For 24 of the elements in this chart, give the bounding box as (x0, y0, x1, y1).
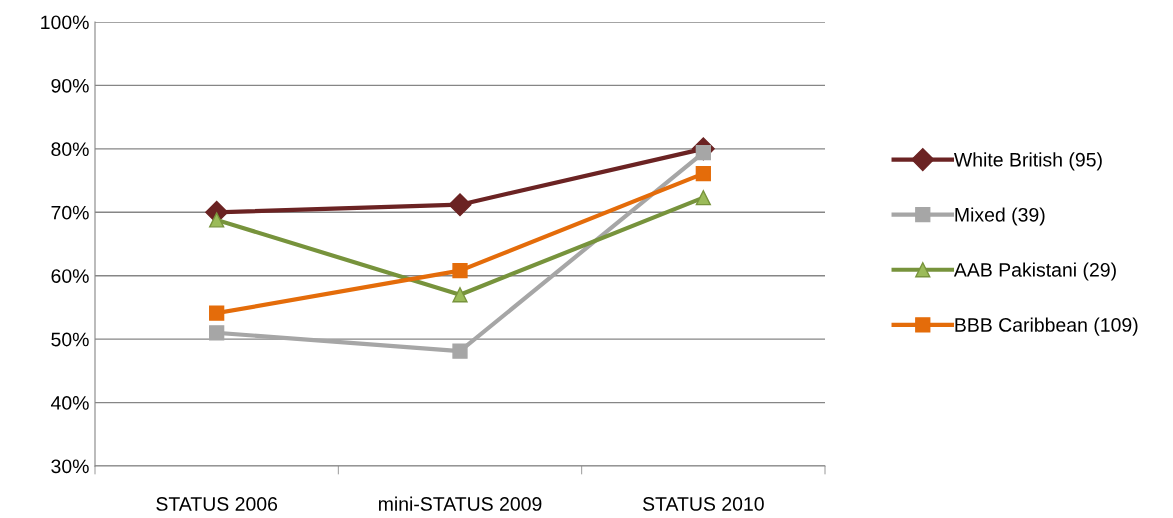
legend-label: BBB Caribbean (109) (955, 317, 1138, 336)
x-tick-label: STATUS 2006 (156, 497, 278, 511)
y-tick-label: 60% (51, 269, 89, 283)
y-tick-label: 50% (51, 332, 89, 347)
x-tick-label: STATUS 2010 (642, 497, 764, 511)
point (209, 325, 225, 341)
point (452, 287, 468, 303)
point (209, 305, 225, 321)
point (695, 165, 711, 182)
legend-label: Mixed (39) (955, 207, 1045, 226)
x-tick-label: mini-STATUS 2009 (378, 496, 542, 511)
point (452, 263, 468, 279)
y-tick-label: 80% (51, 142, 89, 157)
legend-label: White British (95) (953, 152, 1102, 171)
y-tick-label: 30% (51, 459, 89, 474)
y-tick-label: 70% (51, 205, 89, 220)
y-tick-label: 100% (41, 15, 89, 30)
y-tick-label: 40% (50, 396, 89, 410)
point (695, 190, 711, 206)
point (209, 212, 225, 228)
point (452, 343, 468, 359)
point (448, 193, 472, 217)
legend-label: AAB Pakistani (29) (953, 262, 1116, 281)
y-tick-label: 90% (51, 78, 89, 93)
